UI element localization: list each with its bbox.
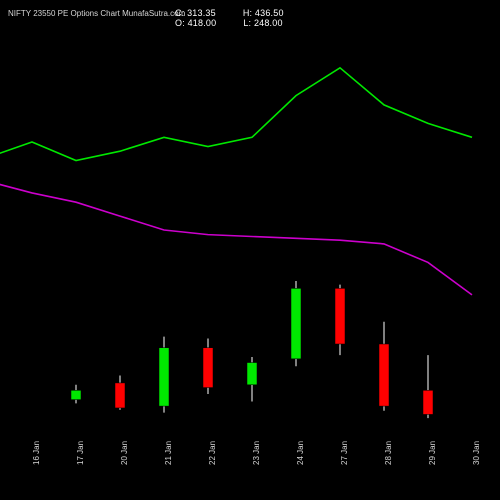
candle-body xyxy=(379,344,389,406)
options-chart-panel: NIFTY 23550 PE Options Chart MunafaSutra… xyxy=(0,0,500,500)
wicks-layer xyxy=(76,281,428,418)
x-axis-label: 21 Jan xyxy=(164,441,173,465)
x-axis-label: 28 Jan xyxy=(384,441,393,465)
lines-layer xyxy=(0,68,472,295)
upper-line xyxy=(0,68,472,161)
x-axis-label: 29 Jan xyxy=(428,441,437,465)
x-axis-labels: 16 Jan 17 Jan 20 Jan 21 Jan 22 Jan 23 Jan 24 J… xyxy=(0,420,500,500)
x-axis-label: 22 Jan xyxy=(208,441,217,465)
candle-body xyxy=(71,390,81,399)
x-axis-label: 30 Jan xyxy=(472,441,481,465)
x-axis-label: 17 Jan xyxy=(76,441,85,465)
x-axis-label: 16 Jan xyxy=(32,441,41,465)
x-axis-label: 23 Jan xyxy=(252,441,261,465)
candle-body xyxy=(291,288,301,358)
candle-body xyxy=(203,348,213,388)
candle-body xyxy=(247,363,257,385)
candle-body xyxy=(159,348,169,406)
x-axis-label: 20 Jan xyxy=(120,441,129,465)
lower-line xyxy=(0,179,472,295)
x-axis-label: 24 Jan xyxy=(296,441,305,465)
x-axis-label: 27 Jan xyxy=(340,441,349,465)
candle-body xyxy=(335,288,345,344)
candle-body xyxy=(423,390,433,414)
candle-body xyxy=(115,383,125,408)
